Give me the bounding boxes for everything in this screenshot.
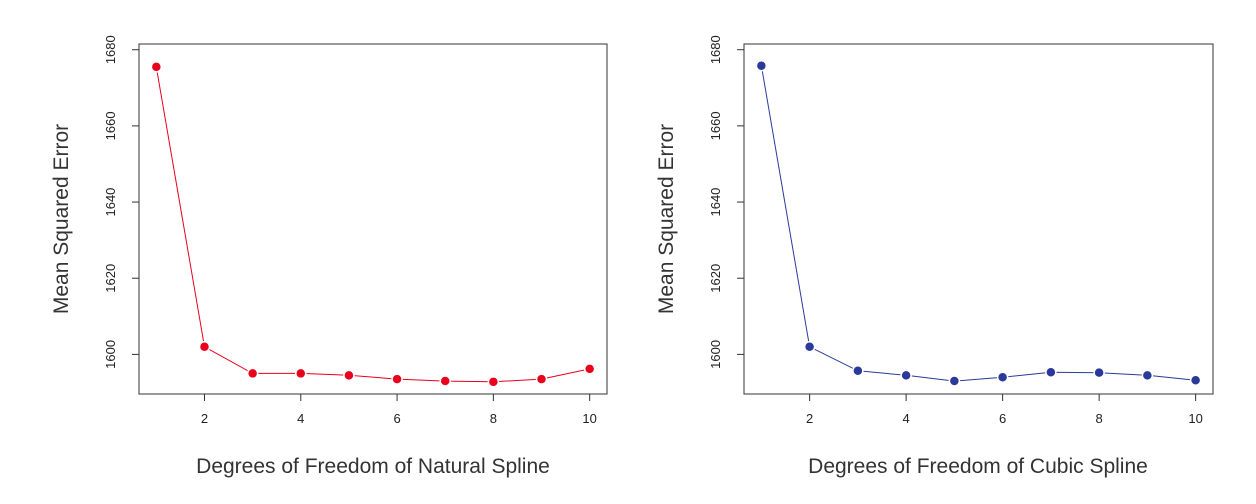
data-point xyxy=(439,375,451,387)
y-tick-label: 1620 xyxy=(708,264,723,293)
y-tick-label: 1640 xyxy=(708,188,723,217)
y-axis-label: Mean Squared Error xyxy=(655,124,678,314)
series-line xyxy=(760,65,1196,382)
y-tick-label: 1620 xyxy=(103,264,118,293)
data-point xyxy=(996,371,1009,383)
data-point xyxy=(803,341,816,353)
data-point xyxy=(487,376,500,388)
data-point xyxy=(391,373,403,385)
x-axis-label: Degrees of Freedom of Cubic Spline xyxy=(808,455,1148,478)
data-point xyxy=(948,375,961,387)
x-tick-label: 2 xyxy=(806,411,813,426)
data-point xyxy=(1189,374,1202,387)
data-point xyxy=(583,363,596,375)
y-tick-label: 1600 xyxy=(708,340,723,369)
y-tick-label: 1660 xyxy=(103,111,118,140)
plot-frame xyxy=(743,43,1214,395)
x-tick-label: 8 xyxy=(490,411,497,426)
x-tick-label: 10 xyxy=(1188,411,1202,426)
panel-cubic-spline: Mean Squared Error Degrees of Freedom of… xyxy=(655,35,1214,478)
y-axis-title: Mean Squared Error xyxy=(655,124,678,314)
y-tick-label: 1640 xyxy=(103,188,118,217)
x-tick-label: 6 xyxy=(393,411,400,426)
x-tick-label: 2 xyxy=(201,411,208,426)
x-tick-label: 8 xyxy=(1096,411,1103,426)
y-axis-label: Mean Squared Error xyxy=(50,124,73,314)
x-tick-label: 4 xyxy=(297,411,304,426)
data-point xyxy=(1045,366,1057,379)
series-line xyxy=(155,66,590,383)
y-tick-label: 1680 xyxy=(708,35,723,64)
data-point xyxy=(343,369,355,382)
x-tick-label: 10 xyxy=(582,411,596,426)
data-point xyxy=(900,369,912,382)
data-point xyxy=(535,373,548,385)
x-tick-label: 4 xyxy=(903,411,910,426)
y-tick-label: 1600 xyxy=(103,340,118,369)
data-point xyxy=(1141,369,1154,382)
data-point xyxy=(150,61,163,73)
x-tick-label: 6 xyxy=(999,411,1006,426)
data-point xyxy=(852,365,864,377)
panel-natural-spline: Mean Squared Error Degrees of Freedom of… xyxy=(50,35,608,478)
data-point xyxy=(755,59,768,72)
y-tick-label: 1680 xyxy=(103,35,118,64)
data-point xyxy=(1093,366,1105,379)
y-axis-title: Mean Squared Error xyxy=(50,124,73,314)
x-axis-label: Degrees of Freedom of Natural Spline xyxy=(196,455,550,478)
data-point xyxy=(246,367,259,380)
data-point xyxy=(295,367,307,380)
plot-frame xyxy=(138,43,608,395)
y-tick-label: 1660 xyxy=(708,111,723,140)
data-point xyxy=(198,341,211,353)
